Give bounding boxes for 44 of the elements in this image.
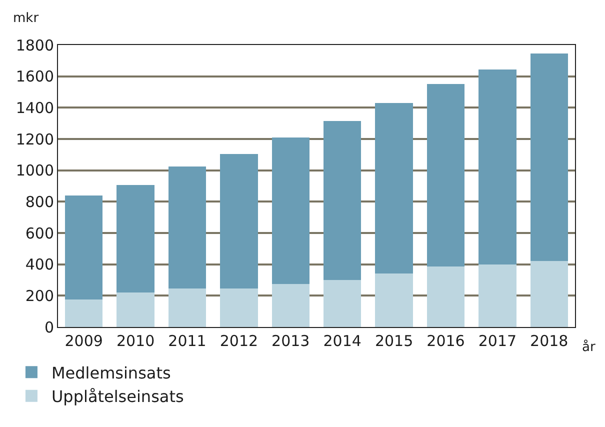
y-tick-label: 1200 [16,130,54,148]
bar [116,292,154,327]
x-tick-label: 2010 [116,332,155,350]
y-tick-label: 200 [25,286,54,305]
bar [323,280,362,327]
bar [168,288,206,327]
bar [426,84,465,267]
legend-label: Upplåtelseinsats [51,387,184,406]
y-tick-label: 1000 [16,162,54,180]
x-tick-label: 2013 [272,332,310,350]
bar [272,137,310,284]
bar [530,261,568,327]
bar [220,288,258,327]
x-tick-label: 2014 [323,332,362,350]
y-tick-label: 1600 [16,68,54,86]
x-tick-label: 2009 [64,332,103,350]
bar [116,185,154,293]
y-tick-label: 1800 [16,36,54,54]
bar [168,166,206,289]
x-axis-title: år [582,339,596,355]
bar [530,54,568,262]
y-tick-label: 0 [44,318,54,336]
bar [220,154,258,289]
y-tick-label: 800 [25,192,54,211]
bar [478,69,516,264]
x-tick-label: 2017 [478,332,517,350]
bar [323,120,362,280]
y-tick-label: 1400 [16,98,54,117]
y-tick-label: 600 [25,224,54,242]
legend-label: Medlemsinsats [51,363,171,382]
y-axis-title: mkr [13,11,40,26]
x-tick-label: 2016 [426,332,465,350]
bar [426,266,465,327]
y-tick-label: 400 [25,256,54,274]
bar [478,264,516,327]
bar [375,102,413,274]
bar [64,195,103,300]
bar [64,300,103,327]
x-tick-label: 2015 [374,332,414,350]
x-tick-label: 2012 [220,332,258,350]
bar [375,274,413,327]
x-tick-label: 2011 [168,332,206,350]
bar [272,284,310,327]
x-tick-label: 2018 [530,332,568,350]
